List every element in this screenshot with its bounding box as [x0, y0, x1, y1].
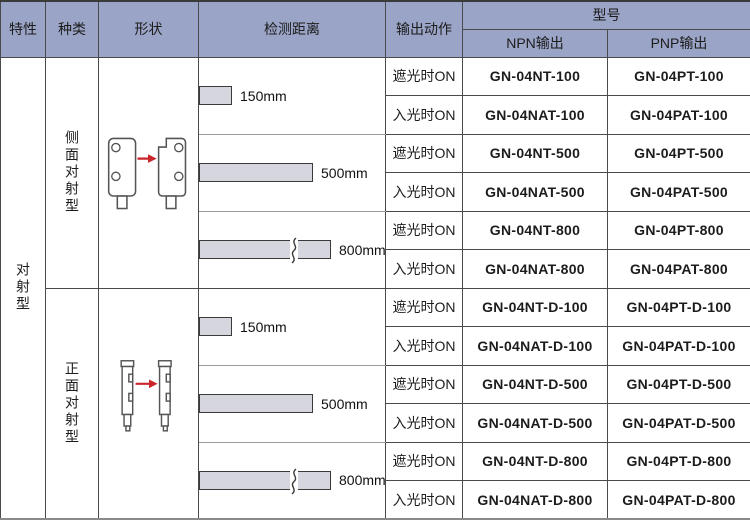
distance-label: 500mm	[321, 164, 368, 181]
side-facing-sensor-pair-icon	[107, 137, 186, 209]
output-action: 入光时ON	[385, 403, 463, 443]
output-action: 入光时ON	[385, 326, 463, 366]
pnp-model: GN-04PT-D-500	[607, 364, 750, 404]
table-row: 对射型 侧面对射型	[0, 56, 750, 520]
output-action: 入光时ON	[385, 95, 463, 135]
shape-cell-front-facing	[98, 287, 199, 520]
npn-model: GN-04NAT-D-800	[462, 480, 608, 520]
pnp-model: GN-04PT-500	[607, 133, 750, 173]
output-action: 遮光时ON	[385, 56, 463, 96]
distance-label: 800mm	[339, 241, 386, 258]
header-output-action: 输出动作	[385, 0, 463, 58]
table-row: 入光时ON GN-04NAT-500 GN-04PAT-500	[1, 172, 750, 212]
pnp-model: GN-04PAT-D-500	[607, 403, 750, 443]
npn-model: GN-04NAT-500	[462, 172, 608, 212]
pnp-model: GN-04PAT-D-100	[607, 326, 750, 366]
distance-cell: 150mm	[198, 56, 386, 135]
output-action: 遮光时ON	[385, 133, 463, 173]
table-row: 入光时ON GN-04NAT-D-800 GN-04PAT-D-800	[1, 480, 750, 520]
table-row: 500mm 遮光时ON GN-04NT-D-500 GN-04PT-D-500	[1, 364, 750, 443]
output-action: 入光时ON	[385, 249, 463, 289]
pnp-model: GN-04PT-800	[607, 210, 750, 250]
distance-label: 800mm	[339, 472, 386, 489]
pnp-model: GN-04PAT-D-800	[607, 480, 750, 520]
output-action: 遮光时ON	[385, 364, 463, 404]
header-model: 型号	[462, 0, 750, 30]
pnp-model: GN-04PAT-100	[607, 95, 750, 135]
distance-label: 150mm	[240, 87, 287, 104]
distance-cell: 500mm	[198, 133, 386, 212]
table-header: 特性 种类 形状 检测距离 输出动作 型号 NPN输出 PNP输出	[0, 0, 750, 58]
distance-cell: 150mm	[198, 287, 386, 366]
output-action: 遮光时ON	[385, 441, 463, 481]
feature-value: 对射型	[0, 56, 46, 520]
table-row: 入光时ON GN-04NAT-100 GN-04PAT-100	[1, 95, 750, 135]
header-feature: 特性	[0, 0, 46, 58]
distance-label: 150mm	[240, 318, 287, 335]
pnp-model: GN-04PT-D-100	[607, 287, 750, 327]
table-row: 正面对射型	[1, 287, 750, 520]
pnp-model: GN-04PAT-500	[607, 172, 750, 212]
beam-arrow-icon	[136, 153, 157, 163]
distance-bar	[199, 237, 331, 264]
distance-bar	[199, 317, 232, 336]
header-pnp-output: PNP输出	[607, 28, 750, 58]
distance-bar	[199, 467, 331, 495]
table-row: 入光时ON GN-04NAT-800 GN-04PAT-800	[1, 249, 750, 289]
table-row: 800mm 遮光时ON GN-04NT-800 GN-04PT-800	[1, 210, 750, 289]
header-shape: 形状	[98, 0, 199, 58]
npn-model: GN-04NT-800	[462, 210, 608, 250]
table-row: 入光时ON GN-04NAT-D-100 GN-04PAT-D-100	[1, 326, 750, 366]
npn-model: GN-04NAT-100	[462, 95, 608, 135]
header-kind: 种类	[45, 0, 99, 58]
output-action: 入光时ON	[385, 480, 463, 520]
front-facing-sensor-pair-icon	[119, 360, 172, 432]
npn-model: GN-04NAT-D-100	[462, 326, 608, 366]
npn-model: GN-04NT-500	[462, 133, 608, 173]
npn-model: GN-04NT-D-500	[462, 364, 608, 404]
distance-label: 500mm	[321, 395, 368, 412]
table-row: 800mm 遮光时ON GN-04NT-D-800 GN-04PT-D-800	[1, 441, 750, 520]
npn-model: GN-04NT-D-800	[462, 441, 608, 481]
shape-cell-side-facing	[98, 56, 199, 289]
distance-cell: 500mm	[198, 364, 386, 443]
npn-model: GN-04NAT-800	[462, 249, 608, 289]
output-action: 遮光时ON	[385, 210, 463, 250]
beam-arrow-icon	[135, 379, 158, 389]
bar-break-icon	[290, 237, 298, 264]
header-npn-output: NPN输出	[462, 28, 608, 58]
distance-bar	[199, 163, 313, 182]
kind-side-facing: 侧面对射型	[45, 56, 99, 289]
bar-break-icon	[290, 467, 298, 495]
header-distance: 检测距离	[198, 0, 386, 58]
distance-cell: 800mm	[198, 210, 386, 289]
output-action: 入光时ON	[385, 172, 463, 212]
pnp-model: GN-04PAT-800	[607, 249, 750, 289]
distance-cell: 800mm	[198, 441, 386, 520]
pnp-model: GN-04PT-100	[607, 56, 750, 96]
distance-bar	[199, 394, 313, 413]
npn-model: GN-04NT-100	[462, 56, 608, 96]
npn-model: GN-04NT-D-100	[462, 287, 608, 327]
output-action: 遮光时ON	[385, 287, 463, 327]
pnp-model: GN-04PT-D-800	[607, 441, 750, 481]
npn-model: GN-04NAT-D-500	[462, 403, 608, 443]
kind-front-facing: 正面对射型	[45, 287, 99, 520]
distance-bar	[199, 86, 232, 105]
